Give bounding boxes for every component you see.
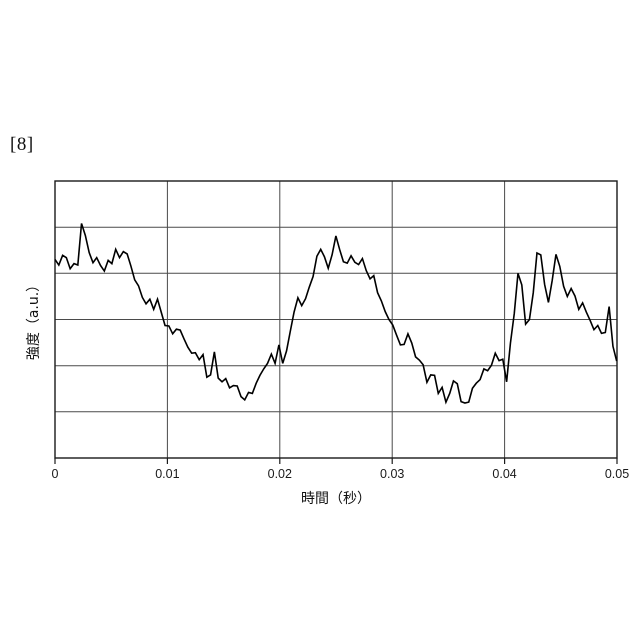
x-tick-label-2: 0.02 <box>268 467 292 481</box>
x-axis-tick-marks <box>55 458 617 464</box>
y-axis-title: 強度（a.u.） <box>26 278 42 360</box>
x-tick-label-0: 0 <box>52 467 59 481</box>
x-tick-label-3: 0.03 <box>380 467 404 481</box>
x-tick-label-1: 0.01 <box>155 467 179 481</box>
figure-root: [8] <box>0 0 640 640</box>
x-tick-label-4: 0.04 <box>492 467 516 481</box>
x-axis-title: 時間（秒） <box>301 491 371 507</box>
x-axis-tick-labels: 0 0.01 0.02 0.03 0.04 0.05 <box>52 467 630 481</box>
x-tick-label-5: 0.05 <box>605 467 629 481</box>
intensity-time-line-chart: 0 0.01 0.02 0.03 0.04 0.05 時間（秒） 強度（a.u.… <box>0 0 640 640</box>
